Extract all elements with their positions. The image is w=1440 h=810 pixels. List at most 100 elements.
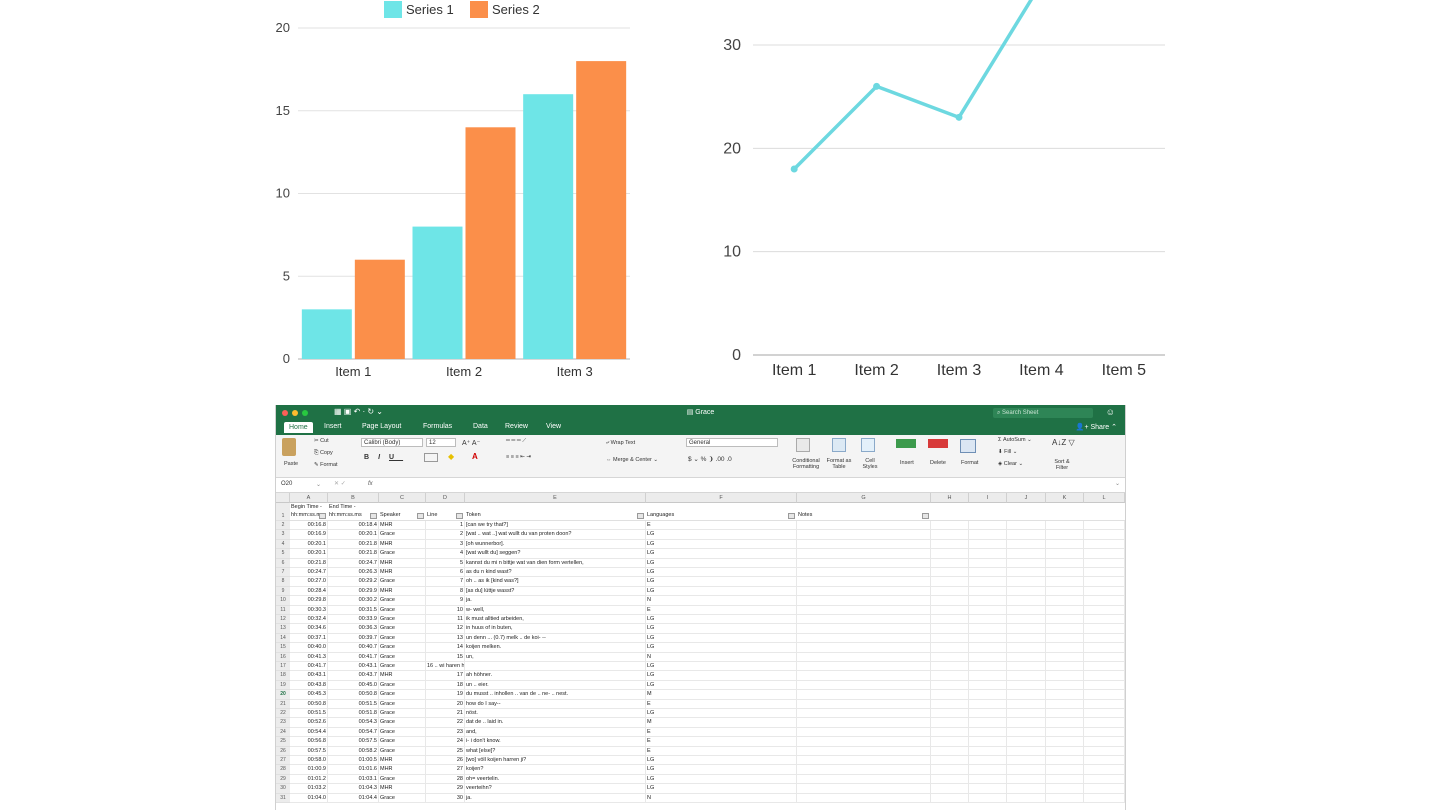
delete-cells-button[interactable]: Delete — [930, 460, 946, 466]
tab-formulas[interactable]: Formulas — [423, 423, 453, 430]
cell-languages[interactable]: M — [646, 690, 797, 700]
cell-end-time[interactable]: 01:03.1 — [328, 774, 379, 785]
row-header[interactable]: 29 — [276, 774, 290, 785]
cell-begin-time[interactable]: 00:30.3 — [290, 605, 328, 615]
name-box[interactable]: O20 — [281, 481, 293, 487]
cell-empty[interactable] — [931, 605, 969, 615]
cell-token[interactable]: how do I say-- — [465, 699, 646, 709]
cell-empty[interactable] — [797, 549, 931, 559]
cell-token[interactable]: oh= veertelin. — [465, 774, 646, 785]
cell-speaker[interactable]: Grace — [379, 615, 426, 625]
cell-empty[interactable] — [797, 586, 931, 597]
cell-end-time[interactable]: 00:51.5 — [328, 699, 379, 709]
cell-empty[interactable] — [931, 586, 969, 597]
tab-insert[interactable]: Insert — [324, 423, 342, 430]
cell-empty[interactable] — [931, 709, 969, 719]
cell-empty[interactable] — [1046, 596, 1084, 606]
cell-end-time[interactable]: 00:33.9 — [328, 615, 379, 625]
cell-empty[interactable] — [1007, 568, 1046, 578]
cell-languages[interactable]: LG — [646, 774, 797, 785]
cell-token[interactable]: [can we try that?] — [465, 521, 646, 531]
cell-empty[interactable] — [1007, 765, 1046, 775]
cell-speaker[interactable]: Grace — [379, 596, 426, 606]
row-header[interactable]: 9 — [276, 586, 290, 597]
cell-line[interactable]: 9 — [426, 596, 465, 606]
cell-languages[interactable]: E — [646, 521, 797, 531]
cell-line[interactable]: 17 — [426, 671, 465, 681]
filter-dropdown-icon[interactable] — [456, 513, 463, 519]
row-header[interactable]: 5 — [276, 549, 290, 559]
cell-speaker[interactable]: Grace — [379, 624, 426, 634]
cell-speaker[interactable]: Grace — [379, 605, 426, 615]
cell-languages[interactable]: N — [646, 652, 797, 662]
fill-color-icon[interactable]: ◆ — [448, 452, 455, 461]
cell-empty[interactable] — [1084, 784, 1125, 794]
merge-center-button[interactable]: ⇔ Merge & Center ⌄ — [606, 457, 658, 463]
cell-empty[interactable] — [797, 652, 931, 662]
row-header[interactable]: 21 — [276, 699, 290, 709]
cell-languages[interactable]: LG — [646, 633, 797, 644]
cell-empty[interactable] — [1046, 539, 1084, 550]
cell-empty[interactable] — [797, 521, 931, 531]
cell-speaker[interactable]: Grace — [379, 549, 426, 559]
cell-line[interactable]: 10 — [426, 605, 465, 615]
cell-empty[interactable] — [797, 596, 931, 606]
cell-empty[interactable] — [797, 727, 931, 738]
cell-empty[interactable] — [1007, 737, 1046, 747]
format-as-table-button[interactable]: Format as Table — [826, 458, 852, 470]
cell-empty[interactable] — [931, 727, 969, 738]
format-painter-button[interactable]: ✎ Format — [314, 462, 338, 468]
row-header[interactable]: 11 — [276, 605, 290, 615]
cell-begin-time[interactable]: 00:27.0 — [290, 577, 328, 587]
name-box-dropdown-icon[interactable]: ⌄ — [316, 482, 322, 488]
cell-line[interactable]: 16 .. wi haren höhner. — [426, 662, 465, 672]
cell-begin-time[interactable]: 00:20.1 — [290, 549, 328, 559]
cell-empty[interactable] — [1046, 680, 1084, 691]
cell-begin-time[interactable]: 00:57.5 — [290, 746, 328, 756]
cell-empty[interactable] — [797, 643, 931, 653]
cell-empty[interactable] — [969, 605, 1007, 615]
cell-empty[interactable] — [931, 530, 969, 540]
cell-line[interactable]: 11 — [426, 615, 465, 625]
cell-begin-time[interactable]: 00:58.0 — [290, 756, 328, 766]
cell-line[interactable]: 25 — [426, 746, 465, 756]
cell-begin-time[interactable]: 00:34.6 — [290, 624, 328, 634]
row-header[interactable]: 22 — [276, 709, 290, 719]
format-as-table-icon[interactable] — [832, 438, 846, 452]
cell-empty[interactable] — [797, 793, 931, 803]
cell-empty[interactable] — [1007, 746, 1046, 756]
cell-begin-time[interactable]: 01:03.2 — [290, 784, 328, 794]
font-size-select[interactable]: 12 — [426, 438, 456, 447]
cell-empty[interactable] — [1007, 652, 1046, 662]
quick-access-toolbar-icons[interactable]: ▦ ▣ ↶ · ↻ ⌄ — [334, 407, 384, 416]
cell-empty[interactable] — [969, 652, 1007, 662]
cell-token[interactable]: koijen? — [465, 765, 646, 775]
cell-empty[interactable] — [1084, 539, 1125, 550]
cell-empty[interactable] — [931, 680, 969, 691]
cell-empty[interactable] — [931, 539, 969, 550]
cell-begin-time[interactable]: 00:28.4 — [290, 586, 328, 597]
row-header[interactable]: 15 — [276, 643, 290, 653]
cell-begin-time[interactable]: 00:52.6 — [290, 718, 328, 728]
cell-end-time[interactable]: 00:43.7 — [328, 671, 379, 681]
cell-begin-time[interactable]: 00:37.1 — [290, 633, 328, 644]
conditional-formatting-icon[interactable] — [796, 438, 810, 452]
column-header-e[interactable]: E — [465, 493, 646, 503]
cell-empty[interactable] — [969, 671, 1007, 681]
filter-dropdown-icon[interactable] — [319, 513, 326, 519]
cell-empty[interactable] — [1046, 633, 1084, 644]
cell-empty[interactable] — [797, 690, 931, 700]
cell-begin-time[interactable]: 00:21.8 — [290, 558, 328, 568]
column-header-g[interactable]: G — [797, 493, 931, 503]
font-size-grow-shrink-buttons[interactable]: A⁺ A⁻ — [462, 440, 481, 447]
cell-empty[interactable] — [931, 624, 969, 634]
cell-empty[interactable] — [1084, 521, 1125, 531]
cell-empty[interactable] — [969, 577, 1007, 587]
cell-empty[interactable] — [1046, 577, 1084, 587]
paste-icon[interactable] — [282, 438, 296, 456]
cell-line[interactable]: 13 — [426, 633, 465, 644]
cell-empty[interactable] — [931, 690, 969, 700]
cell-empty[interactable] — [931, 633, 969, 644]
cell-speaker[interactable]: Grace — [379, 737, 426, 747]
cell-end-time[interactable]: 00:30.2 — [328, 596, 379, 606]
